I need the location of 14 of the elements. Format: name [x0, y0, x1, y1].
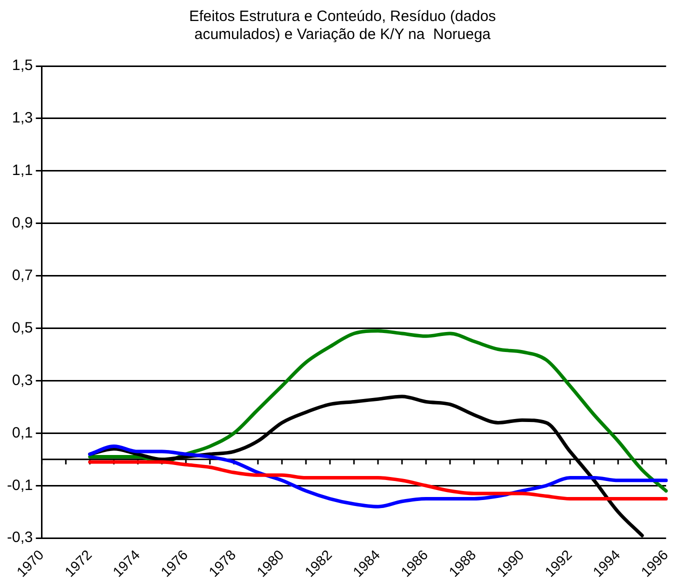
line-series — [88, 444, 668, 508]
line-series — [88, 329, 668, 493]
y-tick-label: 1,3 — [12, 110, 33, 127]
y-tick-label: 0,9 — [12, 214, 33, 232]
line-series — [88, 460, 668, 501]
y-tick-label: 1,1 — [12, 162, 33, 180]
y-tick-label: -0,3 — [6, 529, 33, 546]
y-tick-label: -0,1 — [6, 476, 33, 494]
y-tick-label: 1,5 — [12, 57, 33, 74]
y-tick-label: 0,7 — [12, 266, 33, 284]
y-tick-label: 0,5 — [12, 319, 33, 336]
y-tick-label: 0,1 — [12, 424, 33, 442]
chart-title: Efeitos Estrutura e Conteúdo, Resíduo (dados acumulados) e Variação de K/Y na Noruega — [189, 8, 496, 44]
y-tick-label: 0,3 — [12, 372, 33, 389]
